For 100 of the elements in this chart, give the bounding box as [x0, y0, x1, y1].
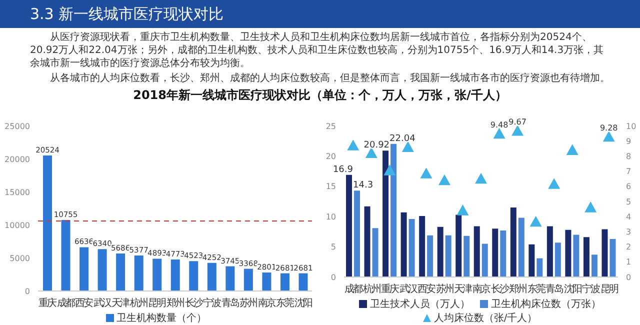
x-tick-label: 长沙: [490, 283, 510, 296]
y-tick-label: 15000: [4, 188, 30, 197]
legend-label: 人均床位数（张/千人）: [434, 312, 538, 325]
x-tick-label: 昆明: [148, 298, 166, 310]
data-label: 20.92: [364, 140, 390, 151]
bar: [528, 244, 535, 277]
bar: [456, 214, 462, 277]
bar: [207, 262, 216, 291]
bar: [80, 247, 89, 291]
bar: [492, 228, 498, 277]
point: [566, 144, 578, 155]
bar: [61, 220, 70, 291]
bar: [500, 230, 506, 277]
x-tick-label: 东莞: [527, 283, 546, 296]
x-tick-label: 宁波: [582, 283, 601, 296]
bar: [400, 212, 407, 277]
x-tick-label: 沈阳: [564, 283, 582, 296]
point: [584, 202, 597, 212]
x-tick-label: 成都: [56, 297, 76, 310]
y2-tick-label: 3: [626, 228, 632, 237]
legend-label: 卫生技术人员（万人）: [370, 298, 470, 311]
x-tick-label: 杭州: [362, 283, 380, 296]
bar: [152, 258, 162, 291]
y-tick-label: 25000: [4, 122, 30, 131]
bar: [354, 190, 360, 277]
bar: [298, 273, 308, 291]
point: [602, 130, 615, 142]
y-tick-label: 5000: [10, 254, 30, 263]
bar: [546, 226, 553, 277]
y2-tick-label: 10: [626, 122, 636, 131]
x-tick-label: 东莞: [276, 297, 295, 310]
x-tick-label: 郑州: [509, 283, 527, 296]
x-tick-label: 西安: [418, 283, 436, 296]
point: [512, 126, 524, 136]
bar: [610, 238, 616, 277]
bar: [134, 256, 144, 291]
bar: [408, 219, 415, 277]
y2-tick-label: 9: [626, 136, 632, 146]
point: [347, 140, 360, 150]
y2-tick-label: 2: [626, 242, 632, 252]
bar: [372, 228, 378, 277]
bar: [583, 237, 590, 277]
data-label: 16.9: [332, 164, 354, 175]
bar: [573, 234, 580, 277]
data-label: 9.28: [600, 123, 618, 132]
y-tick-label: 10: [326, 212, 336, 222]
bar: [226, 266, 235, 291]
x-tick-label: 郑州: [166, 297, 184, 310]
x-tick-label: 武汉: [93, 297, 112, 310]
x-tick-label: 沈阳: [294, 297, 312, 310]
bar: [116, 253, 126, 291]
y-tick-label: 5: [330, 242, 336, 252]
x-tick-label: 重庆: [381, 283, 400, 296]
x-tick-label: 宁波: [203, 297, 222, 310]
x-tick-label: 重庆: [38, 297, 58, 310]
x-tick-label: 南京: [472, 283, 491, 296]
y2-tick-label: 1: [626, 258, 632, 267]
bar: [554, 242, 561, 277]
x-tick-label: 西安: [75, 297, 94, 310]
y2-tick-label: 4: [626, 212, 632, 222]
bar: [602, 229, 608, 277]
text: 从各城市的人均床位数看，长沙、郑州、成都的人均床位数较高，但是整体而言，我国新一线城市各市的医疗资源也有待增加。: [49, 72, 610, 85]
bar: [474, 226, 480, 277]
bar: [419, 216, 426, 277]
bar: [536, 258, 543, 277]
y-tick-label: 10000: [4, 220, 30, 230]
x-tick-label: 苏州: [240, 297, 258, 310]
bar: [482, 244, 488, 277]
point: [456, 204, 469, 216]
y-tick-label: 0: [24, 286, 30, 296]
text: 从医疗资源现状看，重庆市卫生机构数量、卫生技术人员和卫生机构床位数均居新一线城市首位，各指标分别为20524个、20.92万人和22.04万张；另外，成都的卫生机构数、技术人员和卫生床位数也较高，分别为10755个、16.9万人和14.3万张，其余城市新一线城市的医疗资源总体分布较为均衡。: [30, 31, 605, 70]
x-tick-label: 长沙: [184, 297, 204, 310]
bar: [280, 273, 290, 291]
x-tick-label: 青岛: [221, 297, 239, 310]
x-tick-label: 成都: [344, 283, 364, 296]
point: [438, 174, 450, 186]
data-label: 9.48: [490, 120, 508, 130]
bar: [427, 235, 434, 277]
point: [402, 141, 414, 152]
data-label: 14.3: [353, 180, 374, 191]
bar: [98, 249, 107, 291]
x-tick-label: 青岛: [546, 283, 564, 296]
y2-tick-label: 7: [626, 167, 632, 176]
y2-tick-label: 0: [626, 272, 632, 282]
point: [365, 147, 378, 158]
bar: [518, 218, 524, 277]
y-tick-label: 0: [330, 272, 336, 282]
data-label: 9.67: [508, 117, 526, 126]
bar: [591, 254, 598, 277]
bar: [445, 235, 452, 277]
bar: [364, 206, 370, 277]
bar: [346, 174, 352, 277]
bar: [189, 261, 198, 291]
x-tick-label: 武汉: [399, 283, 418, 296]
text: 3.3 新一线城市医疗现状对比: [30, 4, 224, 24]
point: [475, 172, 487, 184]
bar: [170, 260, 180, 291]
y2-tick-label: 6: [626, 182, 632, 192]
x-tick-label: 天津: [112, 297, 130, 310]
legend-label: 卫生机构数量（个）: [116, 312, 206, 325]
